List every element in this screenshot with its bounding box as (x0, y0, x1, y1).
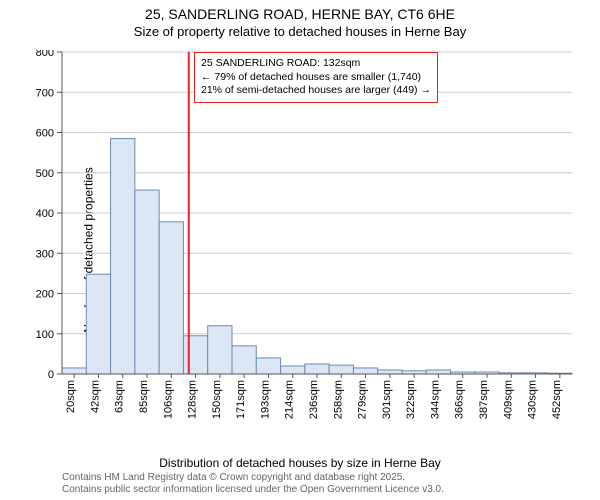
svg-text:85sqm: 85sqm (138, 380, 150, 413)
histogram-bar (159, 222, 183, 374)
svg-text:344sqm: 344sqm (429, 380, 441, 419)
svg-text:800: 800 (36, 50, 54, 59)
callout-line-2: ← 79% of detached houses are smaller (1,… (201, 71, 431, 85)
chart-container: 25, SANDERLING ROAD, HERNE BAY, CT6 6HE … (0, 0, 600, 500)
svg-text:150sqm: 150sqm (211, 380, 223, 419)
svg-text:500: 500 (36, 168, 54, 180)
svg-text:0: 0 (48, 369, 54, 381)
page-title-line2: Size of property relative to detached ho… (0, 24, 600, 40)
histogram-bar (281, 366, 305, 374)
svg-text:106sqm: 106sqm (162, 380, 174, 419)
svg-text:42sqm: 42sqm (89, 380, 101, 413)
callout-line-1: 25 SANDERLING ROAD: 132sqm (201, 57, 431, 71)
histogram-bar (111, 139, 135, 374)
histogram-bar (329, 365, 353, 374)
marker-callout-box: 25 SANDERLING ROAD: 132sqm ← 79% of deta… (194, 52, 438, 103)
callout-line-3: 21% of semi-detached houses are larger (… (201, 84, 431, 98)
histogram-bar (378, 370, 402, 374)
svg-text:214sqm: 214sqm (284, 380, 296, 419)
title-block: 25, SANDERLING ROAD, HERNE BAY, CT6 6HE … (0, 0, 600, 40)
histogram-bar (232, 346, 256, 374)
svg-text:128sqm: 128sqm (187, 380, 199, 419)
svg-text:20sqm: 20sqm (65, 380, 77, 413)
svg-text:409sqm: 409sqm (502, 380, 514, 419)
attribution-line-2: Contains public sector information licen… (62, 484, 444, 496)
chart-plot-area: 010020030040050060070080020sqm42sqm63sqm… (62, 50, 572, 420)
attribution-line-1: Contains HM Land Registry data © Crown c… (62, 472, 444, 484)
x-axis-label: Distribution of detached houses by size … (0, 456, 600, 470)
svg-text:452sqm: 452sqm (551, 380, 563, 419)
svg-text:200: 200 (36, 289, 54, 301)
svg-text:301sqm: 301sqm (381, 380, 393, 419)
svg-text:279sqm: 279sqm (357, 380, 369, 419)
svg-text:300: 300 (36, 248, 54, 260)
histogram-bar (353, 368, 377, 374)
svg-text:63sqm: 63sqm (114, 380, 126, 413)
attribution-block: Contains HM Land Registry data © Crown c… (62, 472, 444, 496)
svg-text:322sqm: 322sqm (405, 380, 417, 419)
svg-text:600: 600 (36, 128, 54, 140)
histogram-bar (426, 370, 450, 374)
svg-text:258sqm: 258sqm (332, 380, 344, 419)
svg-text:430sqm: 430sqm (527, 380, 539, 419)
histogram-bar (62, 368, 86, 374)
histogram-bar (183, 336, 207, 374)
page-title-line1: 25, SANDERLING ROAD, HERNE BAY, CT6 6HE (0, 6, 600, 24)
svg-text:387sqm: 387sqm (478, 380, 490, 419)
svg-text:236sqm: 236sqm (308, 380, 320, 419)
histogram-bar (135, 190, 159, 374)
svg-text:700: 700 (36, 87, 54, 99)
svg-text:171sqm: 171sqm (235, 380, 247, 419)
svg-text:400: 400 (36, 208, 54, 220)
histogram-bar (256, 358, 280, 374)
svg-text:193sqm: 193sqm (259, 380, 271, 419)
histogram-svg: 0 100 200 300 400 500 600 700 800 20sqm 42sqm 63sqm… (28, 50, 574, 424)
histogram-bar (305, 364, 329, 374)
histogram-bar (208, 326, 232, 374)
histogram-bar (86, 274, 110, 374)
svg-text:100: 100 (36, 329, 54, 341)
svg-text:366sqm: 366sqm (454, 380, 466, 419)
